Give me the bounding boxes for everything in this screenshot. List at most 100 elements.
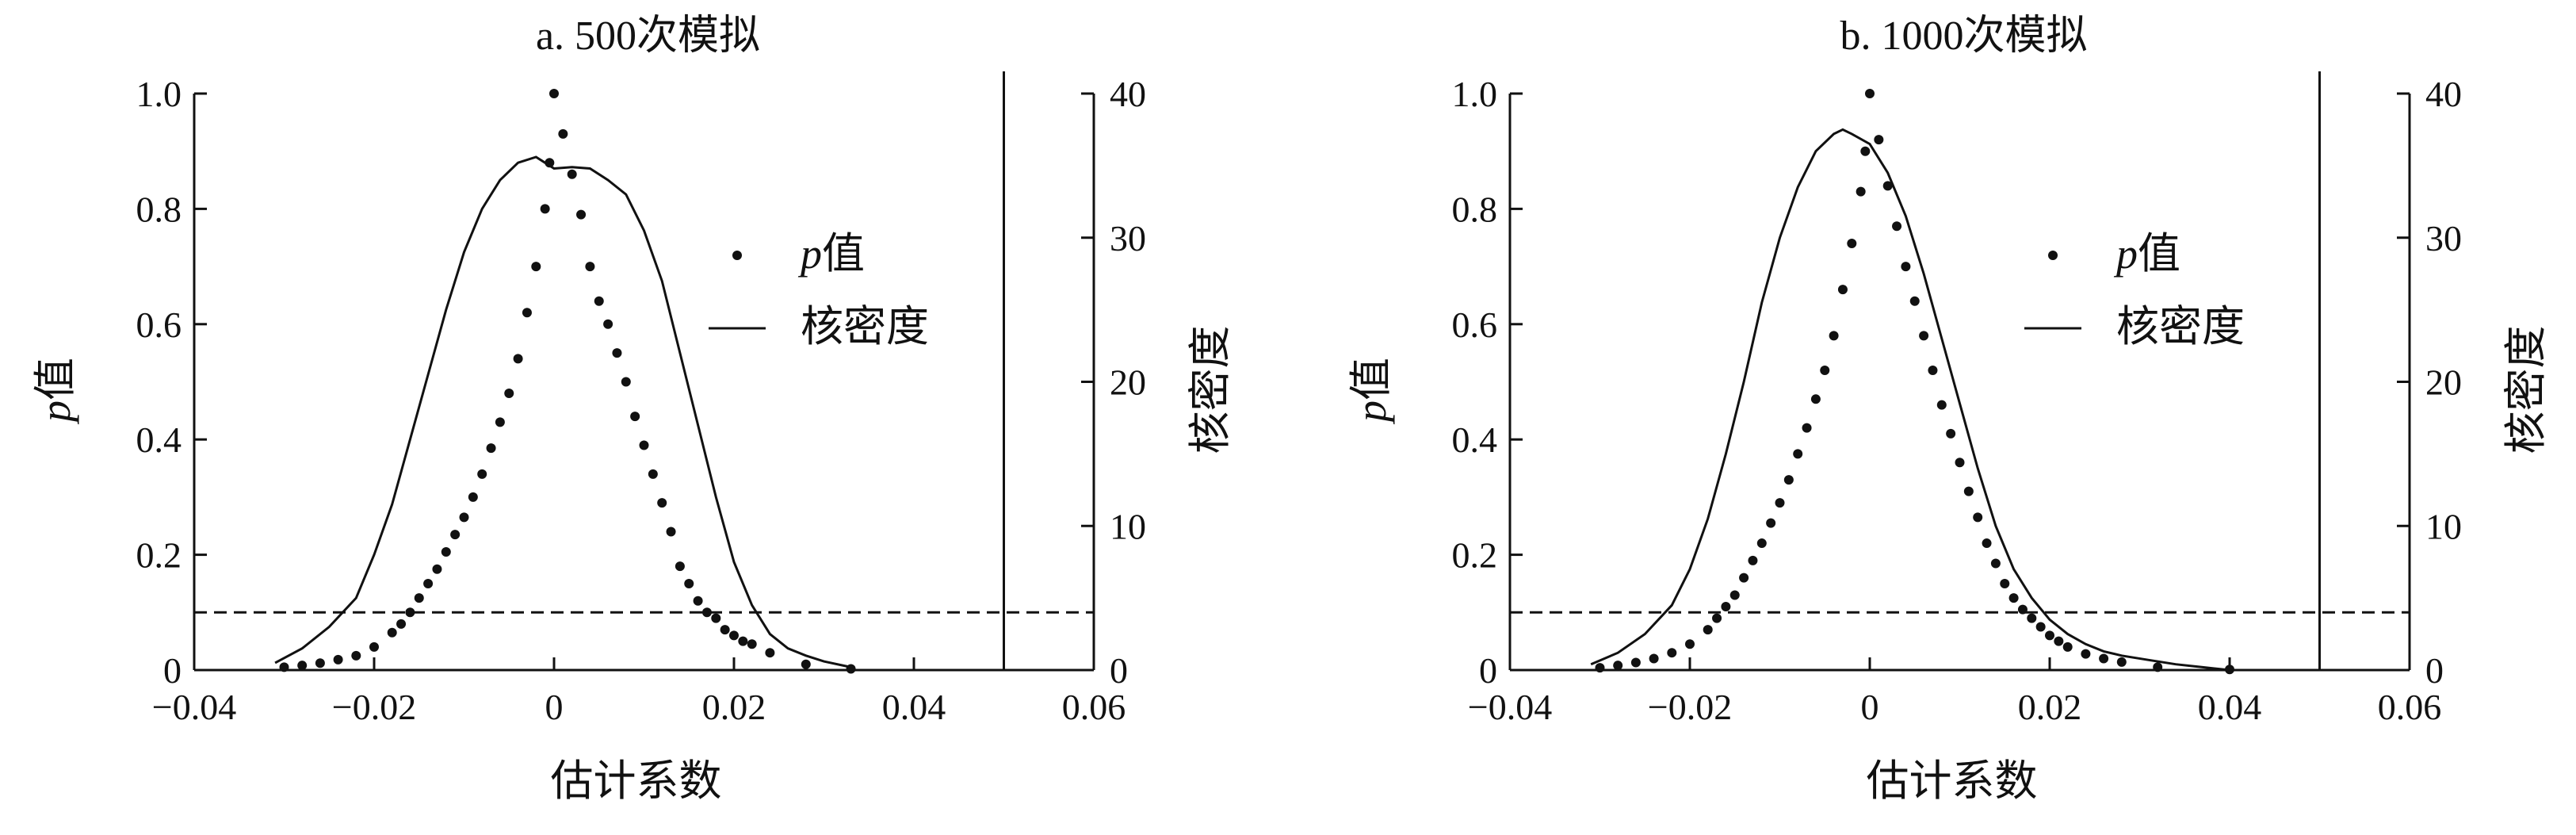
x-axis-label: 估计系数 — [551, 757, 722, 805]
p-value-point — [1973, 512, 1983, 523]
p-value-point — [639, 440, 649, 450]
p-value-point — [1595, 663, 1605, 673]
x-tick-label: −0.04 — [1468, 687, 1552, 727]
p-value-point — [1892, 221, 1902, 232]
x-tick-label: 0.04 — [2198, 687, 2262, 727]
legend-marker-p-value — [732, 251, 742, 260]
p-value-point — [1775, 498, 1785, 508]
p-value-point — [846, 664, 856, 674]
y-left-tick-label: 0.4 — [136, 419, 182, 460]
p-value-point — [1919, 331, 1929, 341]
p-value-point — [1703, 625, 1713, 635]
p-value-point — [1810, 394, 1821, 404]
p-value-point — [1982, 538, 1992, 549]
p-value-point — [1712, 613, 1722, 623]
p-value-point — [1756, 538, 1767, 549]
y-left-tick-label: 0.8 — [1452, 189, 1498, 229]
y-left-axis-label-rest: 值 — [32, 358, 79, 400]
y-left-axis-label-rest: 值 — [1347, 358, 1395, 400]
p-value-point — [1721, 602, 1731, 612]
p-value-point — [630, 412, 640, 422]
p-value-point — [2017, 604, 2028, 615]
p-value-point — [459, 512, 469, 523]
p-value-point — [1847, 239, 1857, 249]
y-left-axis-label: p值 — [32, 358, 79, 425]
x-tick-label: −0.02 — [332, 687, 416, 727]
legend-label-p-value-italic: p — [797, 230, 822, 278]
y-right-tick-label: 30 — [2425, 218, 2462, 259]
y-left-tick-label: 0 — [163, 650, 182, 691]
x-tick-label: −0.02 — [1648, 687, 1732, 727]
y-left-tick-label: 0.8 — [136, 189, 182, 229]
x-tick-label: 0.06 — [1062, 687, 1126, 727]
p-value-point — [2008, 593, 2019, 603]
chart-panel-b: b. 1000次模拟−0.04 −0.02 0 0.02 0.04 0.0600.20.4… — [1347, 13, 2550, 805]
p-value-point — [1990, 558, 2001, 569]
p-value-point — [684, 578, 694, 588]
y-left-tick-label: 0.2 — [136, 535, 182, 576]
p-value-point — [279, 662, 289, 672]
p-value-point — [540, 204, 550, 214]
p-value-point — [711, 613, 721, 623]
legend-marker-p-value — [2048, 251, 2058, 260]
p-value-point — [477, 469, 487, 479]
p-value-point — [567, 169, 577, 179]
p-value-point — [729, 630, 739, 641]
p-value-point — [701, 607, 712, 618]
p-value-point — [621, 377, 631, 387]
y-right-axis-label: 核密度 — [2502, 326, 2550, 454]
p-value-point — [2027, 613, 2037, 623]
p-value-point — [747, 639, 757, 649]
p-value-point — [333, 654, 343, 665]
p-value-point — [1963, 486, 1974, 496]
p-value-point — [545, 158, 555, 168]
x-tick-label: 0 — [545, 687, 564, 727]
p-value-point — [495, 417, 505, 427]
p-value-point — [504, 389, 514, 399]
p-value-point — [531, 262, 541, 272]
p-value-point — [603, 319, 613, 329]
p-value-point — [1882, 181, 1893, 191]
p-value-point — [486, 443, 496, 454]
y-left-tick-label: 0.2 — [1452, 535, 1498, 576]
p-value-point — [1649, 653, 1659, 664]
p-value-point — [441, 546, 451, 557]
p-value-point — [1793, 449, 1803, 459]
kernel-density-line — [1590, 128, 2230, 672]
legend-label-p-value-italic: p — [2113, 230, 2138, 278]
p-value-point — [468, 492, 478, 502]
p-value-point — [657, 498, 667, 508]
x-tick-label: −0.04 — [152, 687, 236, 727]
legend-label-p-value: p值 — [2113, 230, 2180, 278]
y-right-tick-label: 40 — [1110, 74, 1146, 114]
p-value-point — [1802, 423, 1812, 433]
y-right-tick-label: 30 — [1110, 218, 1146, 259]
chart-panel-a: a. 500次模拟−0.04 −0.02 0 0.02 0.04 0.0600.20.40… — [32, 13, 1234, 805]
p-value-point — [648, 469, 658, 479]
x-tick-label: 0.02 — [702, 687, 766, 727]
p-value-point — [576, 209, 587, 220]
p-value-point — [1766, 518, 1776, 528]
p-value-point — [1685, 639, 1695, 649]
legend-label-density: 核密度 — [801, 303, 929, 350]
p-value-point — [594, 296, 604, 306]
p-value-point — [1860, 146, 1871, 156]
p-value-point — [612, 348, 622, 358]
chart-title: b. 1000次模拟 — [1840, 13, 2087, 59]
p-value-point — [1874, 135, 1884, 145]
x-tick-label: 0.02 — [2018, 687, 2082, 727]
p-value-point — [558, 128, 568, 139]
y-right-tick-label: 40 — [2425, 74, 2462, 114]
y-left-tick-label: 0 — [1479, 650, 1497, 691]
y-right-axis-label: 核密度 — [1187, 326, 1234, 454]
p-value-point — [1613, 661, 1623, 671]
legend-label-p-value: p值 — [797, 230, 865, 278]
p-value-point — [2054, 636, 2064, 646]
p-value-point — [387, 627, 397, 638]
p-value-point — [765, 648, 775, 658]
y-right-tick-label: 0 — [2425, 650, 2444, 691]
y-left-tick-label: 0.6 — [1452, 305, 1498, 345]
p-value-point — [1729, 590, 1740, 600]
p-value-point — [450, 530, 461, 540]
p-value-point — [549, 89, 559, 98]
